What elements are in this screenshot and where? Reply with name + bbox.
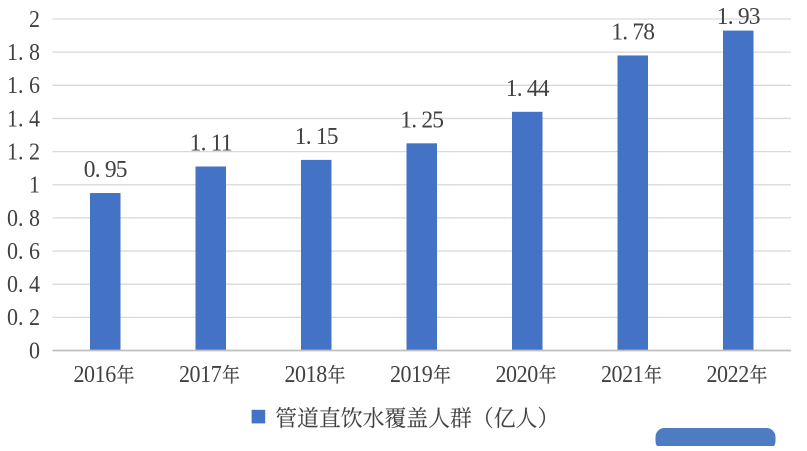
svg-text:0. 95: 0. 95 xyxy=(84,157,128,184)
svg-text:1. 15: 1. 15 xyxy=(295,124,339,151)
svg-text:1. 44: 1. 44 xyxy=(506,75,550,102)
svg-text:1. 6: 1. 6 xyxy=(7,71,40,98)
svg-text:1: 1 xyxy=(29,171,40,198)
svg-text:0. 8: 0. 8 xyxy=(7,204,40,231)
svg-text:2: 2 xyxy=(29,5,40,32)
svg-text:2019: 2019 xyxy=(390,360,432,387)
svg-text:1. 11: 1. 11 xyxy=(190,130,232,157)
svg-text:2018: 2018 xyxy=(284,360,326,387)
svg-text:0. 6: 0. 6 xyxy=(7,237,40,264)
svg-text:1. 2: 1. 2 xyxy=(7,138,40,165)
svg-text:2017: 2017 xyxy=(179,360,221,387)
svg-text:2020: 2020 xyxy=(495,360,537,387)
svg-text:1. 78: 1. 78 xyxy=(611,19,655,46)
svg-text:1. 4: 1. 4 xyxy=(7,104,40,131)
svg-text:0: 0 xyxy=(29,337,40,364)
svg-text:1. 25: 1. 25 xyxy=(400,107,444,134)
svg-text:2021: 2021 xyxy=(601,360,643,387)
svg-text:2022: 2022 xyxy=(706,360,748,387)
svg-text:1. 93: 1. 93 xyxy=(717,4,761,31)
svg-text:0. 4: 0. 4 xyxy=(7,270,40,297)
svg-text:2016: 2016 xyxy=(73,360,115,387)
svg-text:1. 8: 1. 8 xyxy=(7,38,40,65)
svg-text:0. 2: 0. 2 xyxy=(7,303,40,330)
